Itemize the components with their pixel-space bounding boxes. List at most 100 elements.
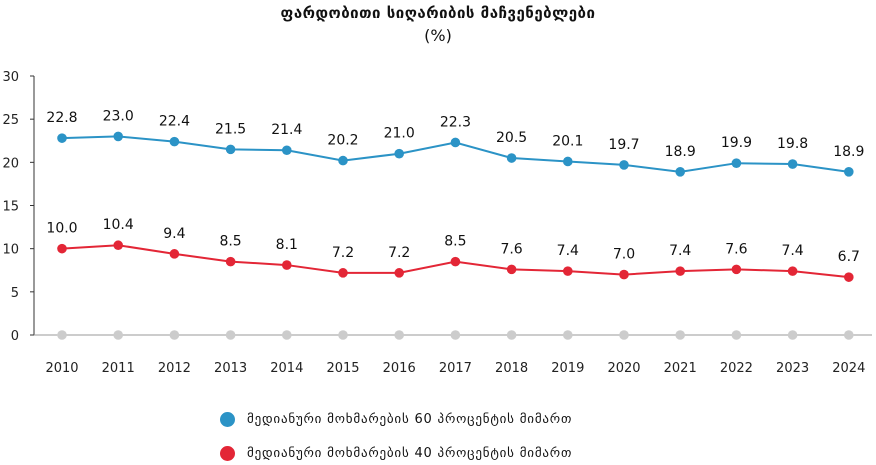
data-label-1: 7.2 xyxy=(332,245,354,261)
data-label-1: 7.6 xyxy=(725,241,747,257)
x-tick-label: 2013 xyxy=(214,361,247,376)
data-point-2 xyxy=(563,330,573,340)
x-tick-label: 2010 xyxy=(45,361,78,376)
data-point-2 xyxy=(731,330,742,340)
y-tick-label: 0 xyxy=(11,329,19,344)
data-point-2 xyxy=(57,330,67,340)
x-tick-label: 2024 xyxy=(832,361,865,376)
x-tick-label: 2022 xyxy=(720,361,753,376)
x-tick-label: 2012 xyxy=(158,361,191,376)
x-tick-label: 2018 xyxy=(495,361,528,376)
data-point-2 xyxy=(169,330,180,340)
y-tick-label: 20 xyxy=(2,156,19,171)
data-label-0: 22.8 xyxy=(46,110,77,126)
data-label-1: 7.4 xyxy=(781,243,803,259)
data-label-0: 21.4 xyxy=(271,122,302,138)
data-label-0: 22.4 xyxy=(159,114,190,130)
data-label-1: 7.0 xyxy=(613,247,635,263)
data-point-1 xyxy=(57,243,67,254)
data-point-1 xyxy=(844,272,854,282)
data-point-0 xyxy=(113,131,123,142)
data-point-0 xyxy=(338,155,348,166)
legend-item-40-percent: მედიანური მოხმარების 40 პროცენტის მიმართ xyxy=(220,446,572,461)
data-point-1 xyxy=(225,256,236,267)
data-label-0: 22.3 xyxy=(440,114,471,130)
x-tick-label: 2015 xyxy=(326,361,359,376)
legend-label-40-percent: მედიანური მოხმარების 40 პროცენტის მიმართ xyxy=(247,446,573,461)
data-point-1 xyxy=(731,264,742,275)
x-tick-label: 2014 xyxy=(270,361,303,376)
x-tick-label: 2020 xyxy=(607,361,640,376)
legend-label-60-percent: მედიანური მოხმარების 60 პროცენტის მიმართ xyxy=(247,412,573,427)
data-point-0 xyxy=(675,167,685,177)
data-point-1 xyxy=(338,268,348,278)
legend-item-60-percent: მედიანური მოხმარების 60 პროცენტის მიმართ xyxy=(220,412,572,427)
data-point-0 xyxy=(450,137,461,148)
data-label-1: 8.1 xyxy=(276,237,298,253)
data-point-1 xyxy=(282,260,292,270)
x-tick-label: 2019 xyxy=(551,361,584,376)
data-label-1: 10.4 xyxy=(103,217,134,233)
data-point-0 xyxy=(225,144,236,155)
data-point-0 xyxy=(506,153,517,163)
data-label-1: 7.4 xyxy=(557,243,579,259)
data-label-1: 7.4 xyxy=(669,243,691,259)
data-point-2 xyxy=(844,330,854,340)
y-tick-label: 10 xyxy=(2,243,19,258)
data-point-2 xyxy=(787,330,798,340)
data-point-0 xyxy=(787,159,798,169)
data-point-0 xyxy=(844,167,854,177)
x-tick-label: 2011 xyxy=(102,361,135,376)
data-point-1 xyxy=(169,249,180,259)
legend-marker-40-percent xyxy=(220,446,235,461)
data-point-2 xyxy=(619,330,629,340)
data-point-0 xyxy=(57,133,67,143)
data-label-1: 9.4 xyxy=(163,226,185,242)
data-point-1 xyxy=(506,264,517,275)
data-label-0: 18.9 xyxy=(665,144,696,160)
data-point-1 xyxy=(563,266,573,276)
chart-title: ფარდობითი სიღარიბის მაჩვენებლები xyxy=(280,4,596,22)
data-point-0 xyxy=(169,136,180,147)
y-tick-label: 15 xyxy=(2,200,19,215)
x-tick-label: 2017 xyxy=(439,361,472,376)
data-label-0: 19.9 xyxy=(721,135,752,151)
data-point-0 xyxy=(731,158,742,168)
data-label-0: 20.5 xyxy=(496,130,527,146)
data-point-1 xyxy=(450,256,461,267)
data-label-1: 7.6 xyxy=(500,241,522,257)
data-point-1 xyxy=(619,269,629,280)
data-point-2 xyxy=(282,330,292,340)
data-point-0 xyxy=(394,148,405,159)
data-point-2 xyxy=(450,330,461,340)
data-label-0: 20.2 xyxy=(327,133,358,149)
data-label-1: 8.5 xyxy=(219,234,241,250)
data-point-1 xyxy=(113,240,123,251)
x-tick-label: 2021 xyxy=(664,361,697,376)
y-tick-label: 25 xyxy=(2,113,19,128)
data-label-1: 10.0 xyxy=(46,221,77,237)
data-point-2 xyxy=(675,330,685,340)
data-point-0 xyxy=(619,160,629,170)
data-label-0: 23.0 xyxy=(103,108,134,124)
y-tick-label: 30 xyxy=(2,70,19,85)
data-point-2 xyxy=(338,330,348,340)
data-point-2 xyxy=(394,330,405,340)
y-tick-label: 5 xyxy=(11,286,19,301)
chart-subtitle: (%) xyxy=(424,26,452,45)
data-point-1 xyxy=(675,266,685,276)
data-point-1 xyxy=(787,266,798,276)
legend-marker-60-percent xyxy=(220,412,235,427)
data-label-0: 18.9 xyxy=(833,144,864,160)
data-label-0: 19.8 xyxy=(777,136,808,152)
data-point-2 xyxy=(113,330,123,340)
data-point-1 xyxy=(394,268,405,278)
data-label-1: 6.7 xyxy=(838,249,860,265)
data-point-0 xyxy=(282,145,292,156)
data-point-0 xyxy=(563,156,573,167)
data-point-2 xyxy=(506,330,517,340)
data-label-0: 19.7 xyxy=(608,137,639,153)
data-label-0: 20.1 xyxy=(552,133,583,149)
data-label-0: 21.5 xyxy=(215,121,246,137)
